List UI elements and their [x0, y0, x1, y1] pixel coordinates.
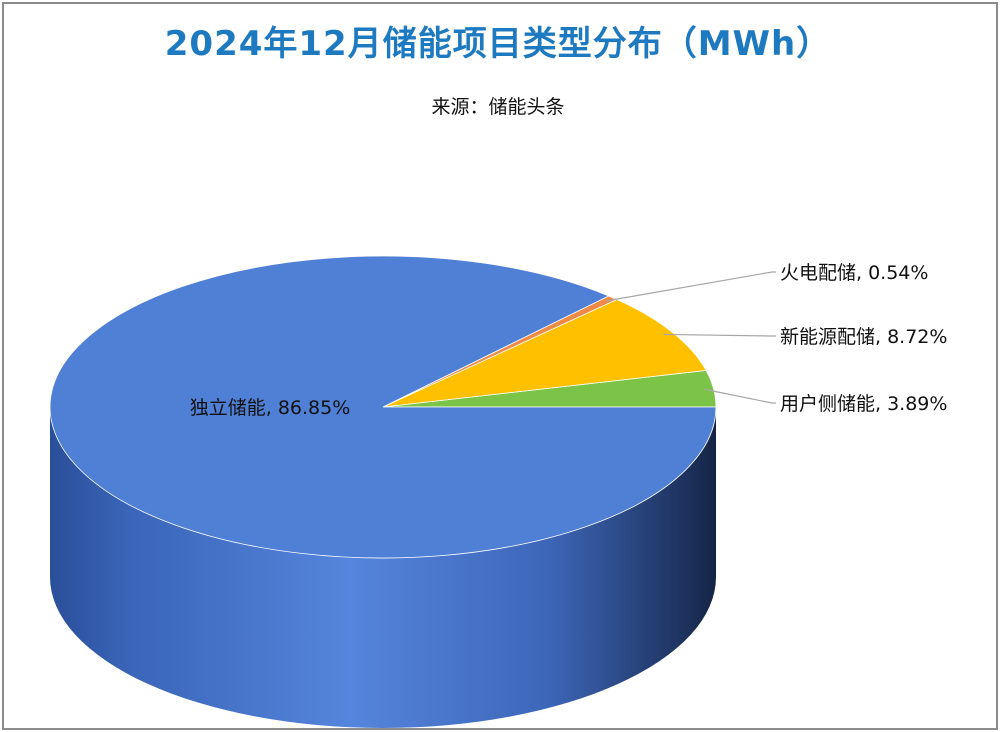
leader-lines [605, 271, 776, 404]
leader-line-3 [663, 333, 776, 337]
chart-title: 2024年12月储能项目类型分布（MWh） [164, 24, 832, 64]
leader-line-4 [703, 388, 776, 404]
leader-line-2 [605, 271, 776, 302]
slice-label-1: 独立储能, 86.85% [190, 397, 351, 419]
pie-top [49, 255, 717, 559]
pie-side-surface [50, 407, 716, 728]
chart-subtitle: 来源：储能头条 [431, 96, 565, 118]
pie-slice-3 [382, 299, 707, 408]
pie-side-wall [50, 407, 716, 728]
slice-labels: 独立储能, 86.85% 火电配储, 0.54% 新能源配储, 8.72% 用户侧储能… [190, 262, 948, 419]
pie-slice-1 [49, 255, 717, 559]
slice-label-2: 火电配储, 0.54% [780, 262, 928, 284]
slice-label-4: 用户侧储能, 3.89% [780, 393, 947, 415]
slice-label-3: 新能源配储, 8.72% [780, 326, 947, 348]
